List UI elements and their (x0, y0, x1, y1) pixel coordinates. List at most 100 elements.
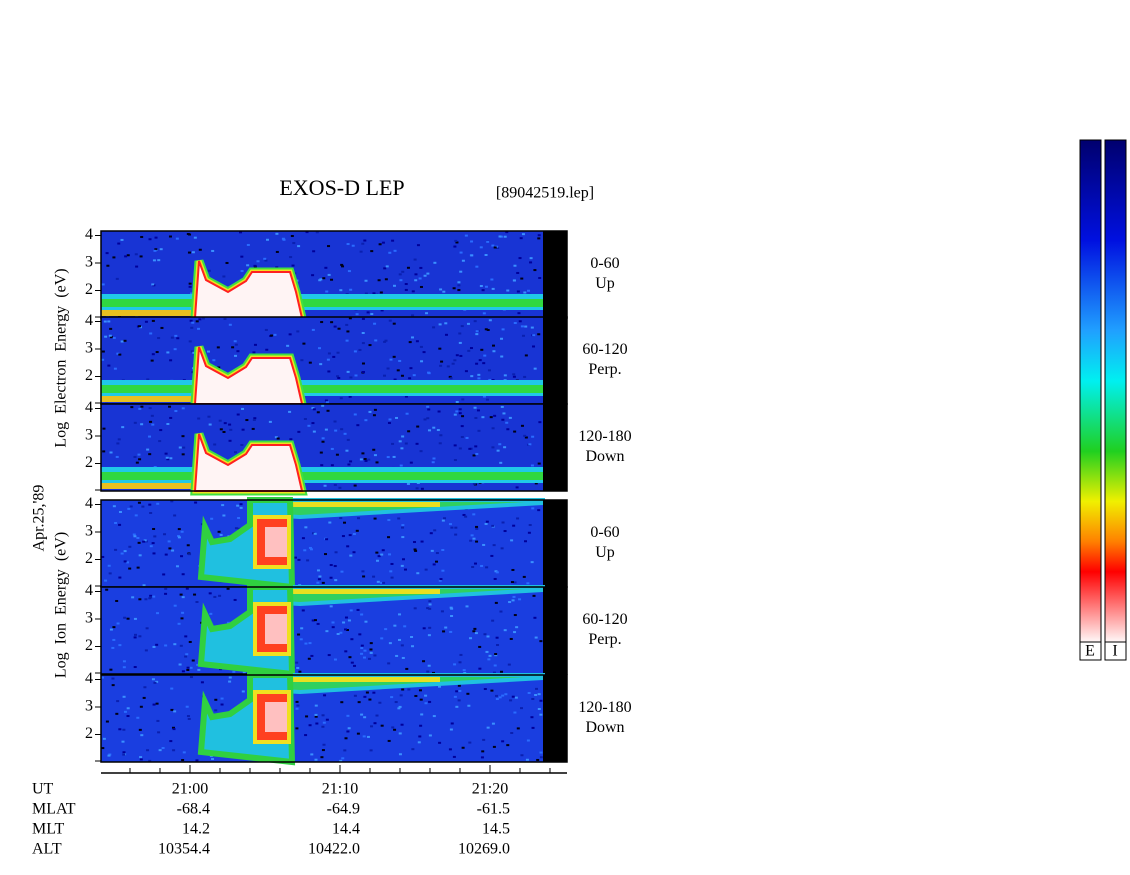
noise (510, 581, 514, 584)
noise (321, 714, 325, 717)
noise (439, 288, 443, 291)
noise (326, 409, 330, 412)
noise (464, 234, 468, 237)
noise (112, 638, 116, 641)
noise (241, 407, 245, 410)
noise (485, 650, 489, 653)
noise (312, 532, 316, 535)
y-tick-label: 2 (85, 550, 93, 567)
noise (475, 452, 479, 455)
noise (190, 350, 194, 353)
noise (343, 432, 347, 435)
noise (137, 541, 141, 544)
noise (483, 633, 487, 636)
noise (195, 600, 199, 603)
noise (157, 259, 161, 262)
noise (346, 730, 350, 733)
noise (459, 251, 463, 254)
noise (315, 722, 319, 725)
noise (373, 722, 377, 725)
noise (492, 544, 496, 547)
noise (426, 417, 430, 420)
noise (336, 633, 340, 636)
noise (397, 707, 401, 710)
noise (460, 425, 464, 428)
noise (509, 637, 513, 640)
noise (334, 579, 338, 582)
noise (519, 237, 523, 240)
noise (353, 664, 357, 667)
noise (511, 695, 515, 698)
noise (112, 626, 116, 629)
noise (444, 626, 448, 629)
noise (214, 709, 218, 712)
noise (134, 253, 138, 256)
noise (190, 326, 194, 329)
noise (477, 429, 481, 432)
noise (387, 536, 391, 539)
noise (320, 464, 324, 467)
noise (438, 442, 442, 445)
y-tick-label: 3 (85, 610, 93, 627)
noise (122, 728, 126, 731)
noise (461, 415, 465, 418)
noise (163, 533, 167, 536)
noise (481, 750, 485, 753)
colorbar-label: E (1085, 643, 1095, 660)
noise (384, 278, 388, 281)
noise (239, 503, 243, 506)
noise (466, 692, 470, 695)
noise (472, 537, 476, 540)
noise (106, 264, 110, 267)
noise (164, 587, 168, 590)
noise (498, 235, 502, 238)
noise (181, 611, 185, 614)
noise (508, 416, 512, 419)
noise (415, 340, 419, 343)
noise (148, 503, 152, 506)
noise (118, 511, 122, 514)
noise (475, 527, 479, 530)
noise (228, 439, 232, 442)
noise (180, 530, 184, 533)
noise (425, 312, 429, 315)
noise (413, 258, 417, 261)
noise (397, 517, 401, 520)
noise (430, 549, 434, 552)
noise (364, 459, 368, 462)
noise (465, 605, 469, 608)
noise (246, 243, 250, 246)
noise (333, 658, 337, 661)
noise (369, 648, 373, 651)
noise (517, 312, 521, 315)
noise (400, 374, 404, 377)
noise (145, 627, 149, 630)
noise (109, 668, 113, 671)
noise (115, 712, 119, 715)
noise (411, 645, 415, 648)
noise (473, 320, 477, 323)
noise (458, 412, 462, 415)
noise (211, 249, 215, 252)
noise (195, 320, 199, 323)
date-label: Apr.25,'89 (31, 485, 48, 552)
noise (295, 700, 299, 703)
noise (499, 670, 503, 673)
noise (507, 663, 511, 666)
noise (342, 621, 346, 624)
noise (324, 428, 328, 431)
noise (217, 366, 221, 369)
noise (469, 637, 473, 640)
noise (398, 732, 402, 735)
noise (418, 735, 422, 738)
noise (427, 429, 431, 432)
noise (438, 741, 442, 744)
noise (426, 405, 430, 408)
noise (431, 461, 435, 464)
noise (475, 330, 479, 333)
noise (389, 570, 393, 573)
noise (530, 716, 534, 719)
noise (420, 713, 424, 716)
noise (453, 695, 457, 698)
noise (310, 654, 314, 657)
